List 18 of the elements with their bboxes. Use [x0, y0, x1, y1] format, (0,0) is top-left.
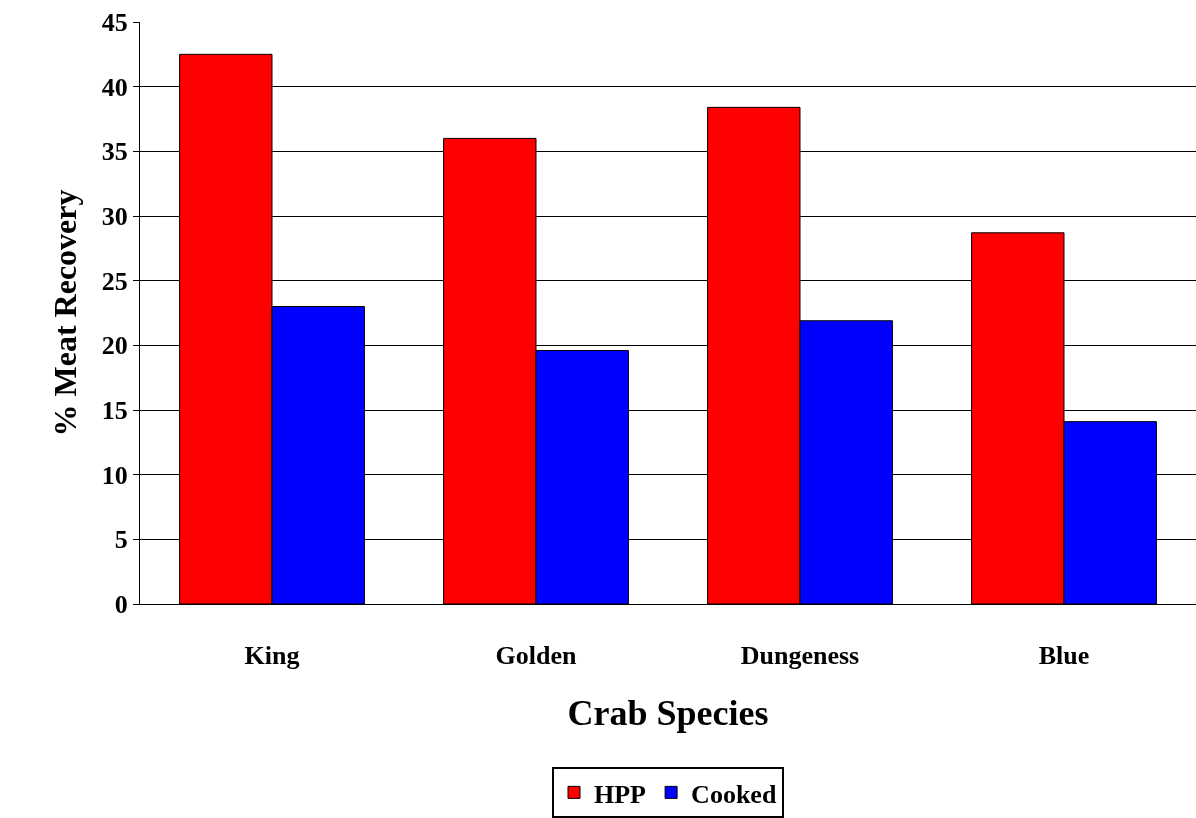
x-axis-title: Crab Species [567, 692, 769, 733]
y-tick-label: 40 [101, 72, 128, 102]
y-tick-label: 0 [114, 590, 128, 620]
y-tick-label: 5 [114, 525, 128, 555]
y-axis-title: % Meat Recovery [47, 189, 84, 437]
x-tick-label: King [244, 641, 300, 671]
y-tick-label: 45 [101, 8, 128, 38]
legend-label: Cooked [691, 779, 777, 809]
y-tick-label: 15 [101, 396, 128, 426]
y-tick-label: 30 [101, 202, 128, 232]
y-tick-label: 35 [101, 137, 128, 167]
x-tick-label: Blue [1038, 641, 1090, 671]
x-tick-label: Dungeness [740, 641, 860, 671]
legend-label: HPP [594, 779, 647, 809]
y-tick-label: 25 [101, 266, 128, 296]
x-tick-label: Golden [495, 641, 577, 671]
y-tick-label: 10 [101, 460, 128, 490]
y-tick-label: 20 [101, 331, 128, 361]
